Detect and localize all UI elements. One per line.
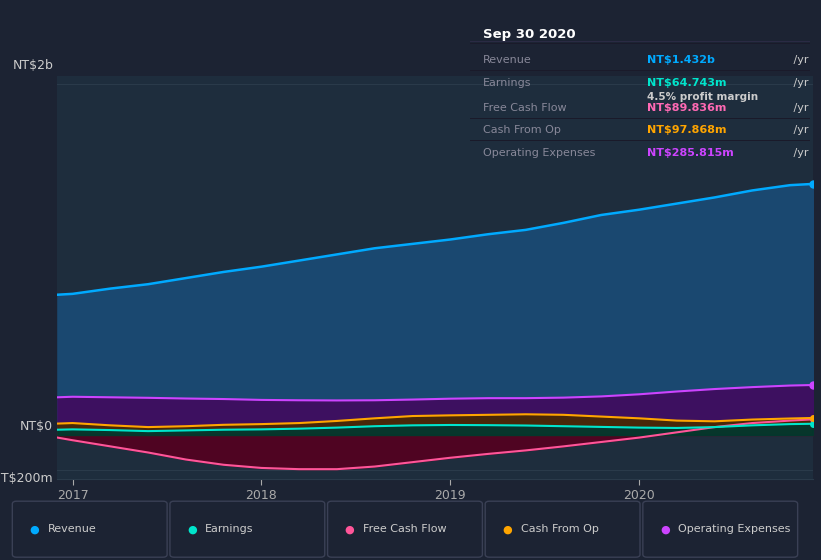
Text: ●: ● [660,524,670,534]
Text: ●: ● [502,524,512,534]
Text: /yr: /yr [790,103,809,113]
Text: Cash From Op: Cash From Op [484,125,561,135]
Text: NT$64.743m: NT$64.743m [647,78,727,88]
Text: /yr: /yr [790,78,809,88]
Text: NT$97.868m: NT$97.868m [647,125,727,135]
Text: ●: ● [187,524,197,534]
Text: Revenue: Revenue [484,55,532,65]
Text: Free Cash Flow: Free Cash Flow [363,524,447,534]
Text: Earnings: Earnings [484,78,532,88]
Text: Cash From Op: Cash From Op [521,524,599,534]
Text: Free Cash Flow: Free Cash Flow [484,103,566,113]
Text: Operating Expenses: Operating Expenses [678,524,791,534]
Text: Earnings: Earnings [205,524,254,534]
Text: NT$89.836m: NT$89.836m [647,103,726,113]
Text: Operating Expenses: Operating Expenses [484,148,595,158]
Text: ●: ● [345,524,355,534]
Text: Sep 30 2020: Sep 30 2020 [484,29,576,41]
Text: Revenue: Revenue [48,524,96,534]
Text: NT$285.815m: NT$285.815m [647,148,733,158]
Text: 4.5% profit margin: 4.5% profit margin [647,92,758,102]
Text: /yr: /yr [790,125,809,135]
Text: /yr: /yr [790,148,809,158]
Text: NT$0: NT$0 [21,421,53,433]
Text: ●: ● [30,524,39,534]
Text: /yr: /yr [790,55,809,65]
Text: NT$1.432b: NT$1.432b [647,55,714,65]
Text: NT$2b: NT$2b [12,59,53,72]
Text: -NT$200m: -NT$200m [0,472,53,485]
